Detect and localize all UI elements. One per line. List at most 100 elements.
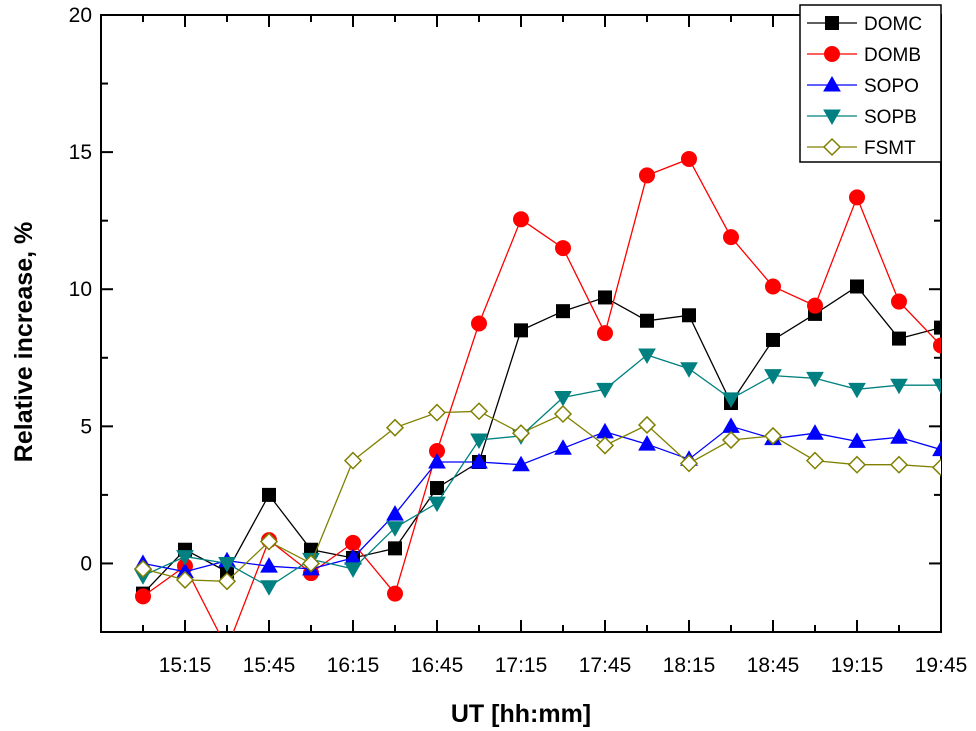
data-point-domb [807, 297, 823, 314]
data-point-fsmt [133, 559, 153, 578]
legend-label-fsmt: FSMT [864, 138, 916, 159]
data-point-sopo [428, 452, 446, 469]
data-point-fsmt [385, 418, 405, 437]
data-point-domb [135, 588, 151, 605]
data-point-domb [555, 240, 571, 257]
data-point-domb [849, 189, 865, 206]
data-point-sopb [890, 378, 908, 395]
data-point-domb [513, 211, 529, 228]
data-point-domb [387, 585, 403, 602]
data-point-domb [345, 534, 361, 551]
y-tick-label: 5 [80, 415, 92, 438]
legend-label-domc: DOMC [864, 14, 922, 35]
data-point-sopb [932, 378, 941, 395]
series-line-sopo [142, 425, 941, 573]
data-point-sopb [638, 348, 656, 365]
legend-marker-domb [824, 46, 840, 62]
x-tick-label: 17:15 [495, 654, 548, 677]
data-point-fsmt [259, 532, 279, 551]
x-tick-label: 17:45 [579, 654, 632, 677]
legend-marker-fsmt [822, 137, 842, 157]
x-tick-label: 19:45 [915, 654, 968, 677]
x-axis-label: UT [hh:mm] [451, 700, 591, 728]
legend-label-sopb: SOPB [864, 107, 917, 128]
data-point-domc [262, 487, 276, 502]
x-tick-label: 18:15 [663, 654, 716, 677]
series-line-fsmt [142, 410, 941, 582]
legend-label-domb: DOMB [864, 45, 921, 66]
data-point-fsmt [175, 570, 195, 589]
data-point-sopb [848, 382, 866, 399]
data-point-sopb [806, 371, 824, 388]
data-point-fsmt [679, 454, 699, 473]
data-point-sopo [260, 557, 278, 573]
data-point-domb [597, 325, 613, 342]
legend-marker-domc [825, 16, 839, 30]
legend-item-domb: DOMB [807, 45, 921, 66]
data-point-fsmt [805, 451, 825, 470]
legend-label-sopo: SOPO [864, 76, 919, 97]
data-point-fsmt [763, 426, 783, 445]
data-point-domc [892, 331, 906, 346]
data-point-fsmt [511, 424, 531, 443]
series-line-sopb [142, 354, 941, 588]
data-point-fsmt [847, 455, 867, 474]
data-point-sopb [554, 391, 572, 407]
data-point-sopb [428, 496, 446, 513]
legend-item-domc: DOMC [807, 14, 922, 35]
legend-marker-sopo [823, 75, 841, 92]
series-layer [133, 150, 941, 656]
data-point-sopo [512, 455, 530, 472]
data-point-sopb [176, 550, 194, 566]
x-tick-label: 16:15 [327, 654, 380, 677]
data-point-fsmt [343, 451, 363, 470]
data-point-sopb [260, 580, 278, 596]
data-point-domc [640, 313, 654, 328]
series-line-domb [142, 158, 941, 632]
x-tick-label: 19:15 [831, 654, 884, 677]
data-point-domc [514, 323, 528, 338]
data-point-sopo [638, 435, 656, 451]
data-point-fsmt [427, 403, 447, 422]
data-point-fsmt [301, 554, 321, 573]
data-point-fsmt [889, 455, 909, 474]
data-point-fsmt [637, 415, 657, 435]
data-point-domb [639, 167, 655, 184]
data-point-domb [723, 229, 739, 246]
y-axis-label: Relative increase, % [10, 222, 38, 462]
data-point-sopo [722, 417, 740, 433]
legend-marker-sopb [823, 109, 841, 126]
legend-box [799, 4, 942, 163]
data-point-sopo [470, 452, 488, 469]
data-point-sopb [386, 521, 404, 537]
series-sopb [134, 348, 941, 596]
y-tick-label: 0 [80, 552, 92, 575]
y-tick-label: 20 [69, 4, 92, 27]
data-point-sopo [932, 440, 941, 457]
data-point-domc [766, 332, 780, 347]
data-point-fsmt [595, 436, 615, 455]
data-point-sopo [890, 428, 908, 444]
data-point-domb [765, 278, 781, 295]
data-point-fsmt [721, 430, 741, 450]
data-point-sopo [806, 424, 824, 440]
x-tick-label: 15:15 [159, 654, 212, 677]
data-point-sopb [344, 562, 362, 578]
data-point-domb [891, 293, 907, 310]
data-point-domb [681, 150, 697, 167]
data-point-domc [598, 290, 612, 305]
y-tick-label: 10 [69, 278, 92, 301]
data-point-sopb [722, 392, 740, 408]
data-point-sopb [596, 382, 614, 399]
data-point-fsmt [217, 572, 237, 591]
data-point-domc [682, 308, 696, 323]
data-point-sopb [764, 369, 782, 385]
data-point-domb [471, 315, 487, 332]
data-point-fsmt [931, 458, 941, 477]
data-point-domc [430, 481, 444, 496]
legend-item-sopb: SOPB [807, 107, 917, 128]
data-point-sopo [386, 505, 404, 521]
data-point-domb [220, 641, 235, 656]
series-fsmt [133, 402, 941, 591]
